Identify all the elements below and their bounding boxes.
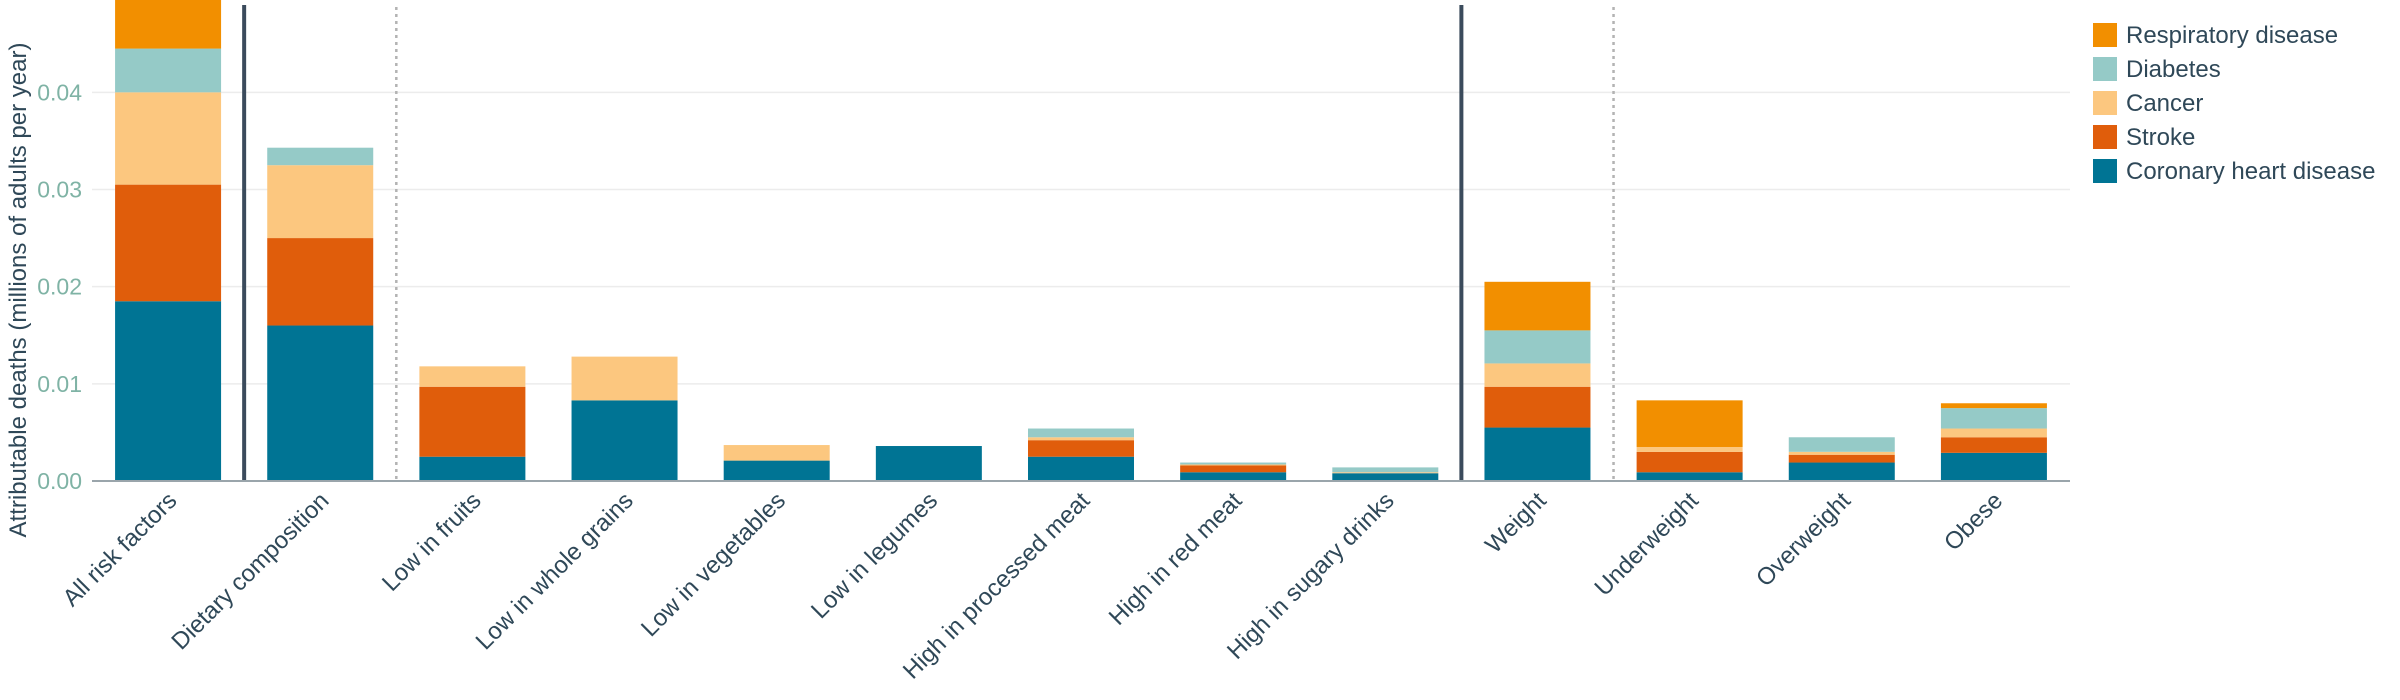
bar-stack [875, 446, 982, 481]
legend-label: Coronary heart disease [2126, 158, 2375, 185]
x-tick-label: Low in whole grains [471, 487, 639, 655]
bar-stack [1940, 403, 2047, 481]
bar-stack [115, 0, 222, 481]
bar-stack [723, 445, 830, 481]
y-tick-label: 0.01 [37, 371, 82, 397]
x-tick-label: Obese [1939, 487, 2008, 556]
category-separators [242, 5, 1615, 481]
bar-stack [571, 356, 678, 481]
bar-segment [1788, 462, 1895, 481]
bar-segment [875, 446, 982, 481]
bar-segment [1484, 330, 1591, 364]
bar-segment [1028, 437, 1134, 441]
bar-segment [115, 184, 222, 302]
bar-segment [571, 400, 678, 481]
bar-segment [1332, 467, 1439, 473]
bar-segment [1332, 472, 1439, 474]
bar-segment [419, 386, 526, 457]
bar-stack [1788, 437, 1895, 481]
x-tick-label: Low in legumes [806, 487, 943, 624]
bar-segment [1484, 281, 1591, 331]
bar-segment [1788, 454, 1895, 463]
bar-segment [267, 238, 374, 326]
x-tick-label: All risk factors [58, 487, 183, 612]
bar-segment [723, 445, 830, 461]
legend-swatch [2093, 159, 2117, 183]
bar-segment [1940, 428, 2047, 438]
legend-item: Diabetes [2093, 56, 2221, 83]
bar-segment [115, 301, 222, 481]
bar-stack [1636, 400, 1743, 481]
bar-segment [1788, 451, 1895, 455]
y-tick-label: 0.03 [37, 176, 82, 202]
y-axis: 0.00 0.01 0.02 0.03 0.04 [37, 79, 82, 494]
y-tick-label: 0.00 [37, 468, 82, 494]
bar-segment [723, 460, 830, 481]
x-tick-label: Overweight [1751, 487, 1856, 592]
bar-segment [115, 0, 222, 49]
bar-segment [1940, 437, 2047, 453]
bar-segment [419, 366, 526, 387]
gridlines [92, 91, 2070, 385]
bar-segment [1484, 386, 1591, 428]
bar-segment [115, 92, 222, 185]
y-axis-label: Attributable deaths (millions of adults … [5, 43, 32, 538]
bar-stack [1484, 281, 1591, 481]
legend-item: Respiratory disease [2093, 22, 2338, 49]
legend-item: Stroke [2093, 124, 2195, 151]
bar-segment [1028, 440, 1134, 457]
bar-stack [1028, 428, 1134, 481]
bar-segment [1788, 437, 1895, 452]
bar-segment [1940, 408, 2047, 429]
bar-segment [571, 356, 678, 401]
x-tick-label: High in sugary drinks [1222, 487, 1400, 665]
bar-segment [1940, 452, 2047, 481]
bar-segment [267, 325, 374, 481]
bar-segment [1636, 451, 1743, 473]
legend-swatch [2093, 91, 2117, 115]
bar-segment [419, 456, 526, 481]
bar-segment [1636, 446, 1743, 452]
bar-segment [1180, 465, 1287, 473]
bar-segment [1484, 427, 1591, 481]
y-tick-label: 0.04 [37, 79, 82, 105]
legend-label: Cancer [2126, 90, 2203, 117]
bar-stack [267, 147, 374, 481]
legend: Respiratory disease Diabetes Cancer Stroke C… [2093, 22, 2375, 185]
legend-swatch [2093, 57, 2117, 81]
bar-stack [1180, 462, 1287, 481]
bar-segment [1180, 462, 1287, 465]
x-tick-label: Weight [1480, 487, 1552, 559]
bar-segment [1028, 456, 1134, 481]
legend-label: Respiratory disease [2126, 22, 2338, 49]
legend-label: Stroke [2126, 124, 2195, 151]
legend-swatch [2093, 125, 2117, 149]
bar-segment [1028, 428, 1134, 438]
bar-stack [1332, 467, 1439, 481]
x-tick-label: Low in fruits [377, 487, 487, 597]
x-tick-label: Underweight [1589, 487, 1704, 602]
bar-stack [419, 366, 526, 481]
x-tick-label: Dietary composition [166, 487, 334, 655]
bar-segment [1636, 400, 1743, 447]
bar-segment [1484, 363, 1591, 387]
bars [115, 0, 2047, 481]
bar-segment [1332, 473, 1439, 481]
y-tick-label: 0.02 [37, 274, 82, 300]
bar-segment [115, 48, 222, 93]
legend-item: Cancer [2093, 90, 2203, 117]
x-tick-label: Low in vegetables [636, 487, 791, 642]
x-tick-label: High in red meat [1104, 487, 1248, 631]
legend-swatch [2093, 23, 2117, 47]
legend-label: Diabetes [2126, 56, 2221, 83]
bar-segment [1940, 403, 2047, 409]
bar-segment [1636, 472, 1743, 481]
bar-segment [267, 147, 374, 166]
bar-segment [1180, 472, 1287, 481]
bar-segment [1180, 464, 1287, 466]
bar-segment [267, 165, 374, 239]
legend-item: Coronary heart disease [2093, 158, 2375, 185]
